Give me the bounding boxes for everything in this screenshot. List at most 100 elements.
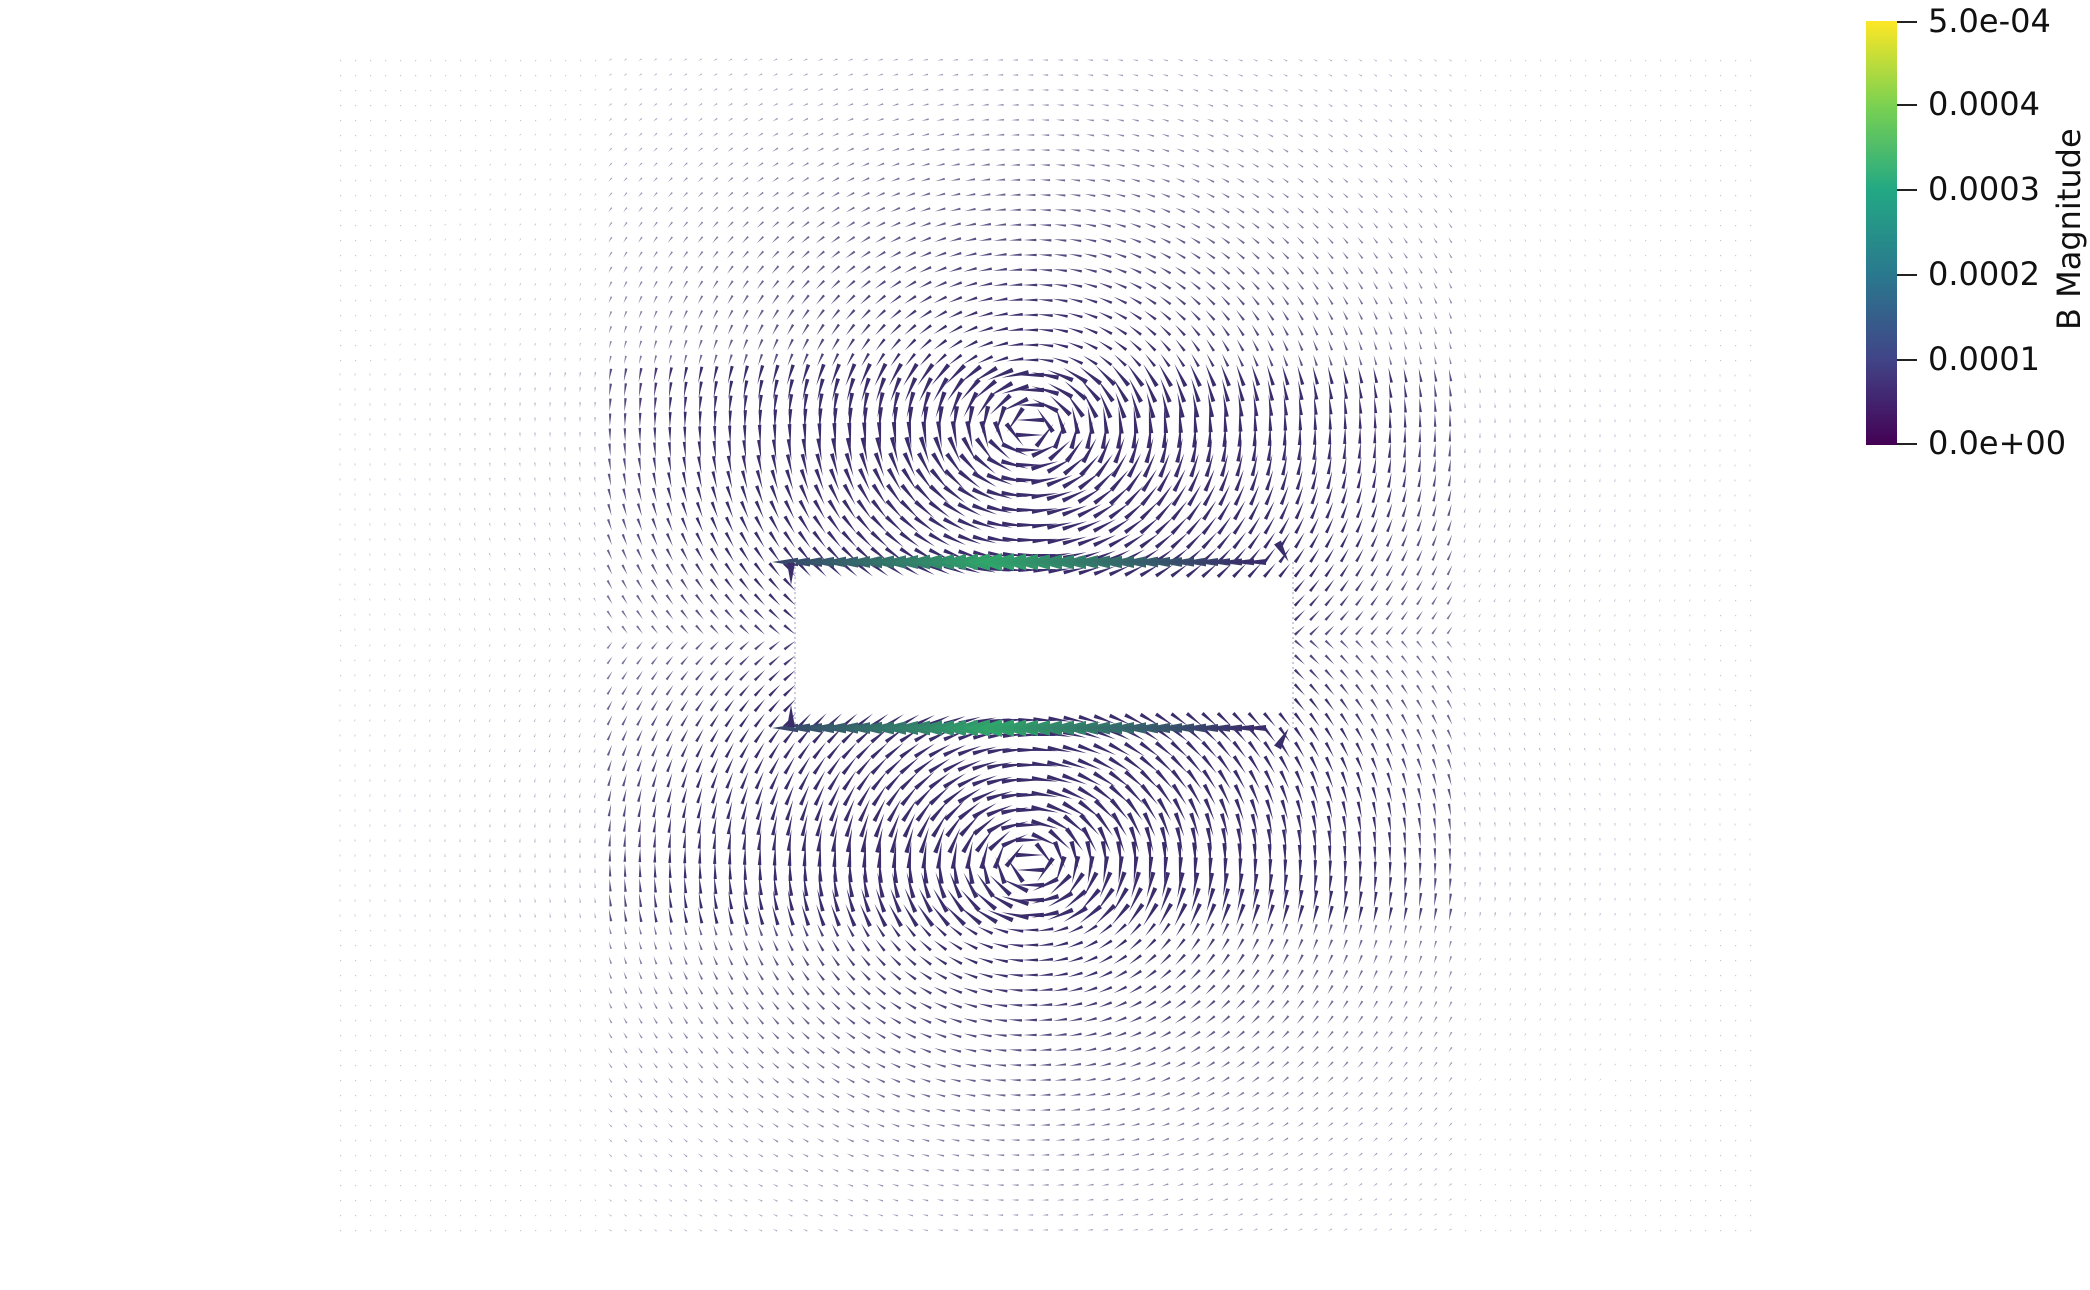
field-vector-glyph — [444, 838, 446, 842]
field-vector-glyph — [444, 343, 446, 347]
field-vector-glyph — [579, 342, 582, 347]
field-vector-glyph — [519, 268, 522, 272]
field-vector-glyph — [1749, 778, 1751, 782]
field-vector-glyph — [1569, 193, 1572, 197]
field-vector-glyph — [519, 208, 522, 212]
field-vector-glyph — [579, 357, 582, 362]
field-vector-glyph — [1644, 373, 1646, 377]
field-vector-glyph — [742, 132, 749, 137]
field-vector-glyph — [1463, 822, 1466, 828]
field-vector-glyph — [1309, 770, 1319, 789]
field-vector-glyph — [1340, 771, 1348, 788]
field-vector-glyph — [1062, 744, 1087, 754]
field-vector-glyph — [953, 856, 960, 885]
field-dot — [1675, 120, 1677, 122]
field-vector-glyph — [1313, 58, 1318, 62]
field-vector-glyph — [972, 454, 996, 474]
field-vector-glyph — [1357, 456, 1362, 474]
field-vector-glyph — [1749, 838, 1751, 842]
field-vector-glyph — [963, 872, 979, 899]
field-vector-glyph — [768, 577, 781, 592]
field-vector-glyph — [1568, 598, 1571, 602]
field-vector-glyph — [905, 147, 915, 152]
field-vector-glyph — [1749, 853, 1751, 857]
field-vector-glyph — [1643, 688, 1646, 692]
field-vector-glyph — [1643, 553, 1646, 557]
field-vector-glyph — [1328, 860, 1332, 880]
field-vector-glyph — [1155, 500, 1174, 521]
field-vector-glyph — [1464, 343, 1467, 348]
field-vector-glyph — [354, 373, 356, 377]
field-vector-glyph — [907, 73, 914, 76]
field-vector-glyph — [769, 771, 780, 790]
field-vector-glyph — [353, 658, 356, 662]
field-vector-glyph — [740, 470, 748, 490]
field-dot — [340, 225, 342, 227]
field-vector-glyph — [682, 221, 689, 228]
field-vector-glyph — [1248, 769, 1260, 790]
field-vector-glyph — [1614, 508, 1616, 512]
field-vector-glyph — [1268, 394, 1274, 416]
field-vector-glyph — [1403, 311, 1408, 320]
field-vector-glyph — [1431, 519, 1438, 532]
field-vector-glyph — [712, 309, 719, 320]
field-vector-glyph — [842, 784, 856, 807]
field-vector-glyph — [1387, 177, 1393, 183]
field-vector-glyph — [1026, 74, 1034, 76]
field-dot — [400, 210, 402, 212]
field-vector-glyph — [683, 861, 687, 879]
field-vector-glyph — [1388, 88, 1393, 92]
field-vector-glyph — [564, 133, 567, 137]
field-vector-glyph — [1417, 817, 1421, 832]
field-vector-glyph — [594, 103, 597, 106]
field-vector-glyph — [918, 295, 932, 304]
field-vector-glyph — [739, 640, 750, 651]
field-dot — [1750, 645, 1752, 647]
field-vector-glyph — [682, 441, 686, 459]
field-vector-glyph — [1061, 787, 1088, 801]
field-dot — [430, 150, 432, 152]
field-vector-glyph — [1154, 532, 1174, 549]
field-vector-glyph — [1170, 516, 1188, 535]
field-vector-glyph — [578, 702, 582, 708]
field-vector-glyph — [667, 280, 673, 289]
field-dot — [490, 60, 492, 62]
field-dot — [1600, 120, 1602, 122]
field-dot — [355, 210, 357, 212]
field-vector-glyph — [1583, 763, 1586, 767]
field-dot — [415, 165, 417, 167]
field-vector-glyph — [444, 328, 446, 332]
field-vector-glyph — [814, 799, 824, 822]
field-vector-glyph — [1749, 508, 1751, 512]
field-vector-glyph — [383, 673, 386, 677]
field-vector-glyph — [1002, 396, 1029, 412]
field-vector-glyph — [1448, 177, 1453, 183]
field-vector-glyph — [504, 852, 506, 858]
field-vector-glyph — [519, 193, 522, 197]
field-vector-glyph — [755, 470, 763, 490]
field-vector-glyph — [1644, 298, 1646, 302]
field-vector-glyph — [1419, 397, 1422, 413]
field-vector-glyph — [800, 814, 808, 837]
field-vector-glyph — [800, 453, 808, 476]
field-vector-glyph — [1216, 531, 1232, 550]
field-dot — [595, 60, 597, 62]
field-vector-glyph — [1357, 816, 1362, 834]
field-vector-glyph — [1174, 310, 1187, 321]
field-vector-glyph — [1402, 177, 1408, 183]
field-vector-glyph — [1523, 507, 1526, 513]
field-vector-glyph — [1674, 733, 1676, 737]
field-vector-glyph — [638, 340, 643, 350]
field-vector-glyph — [1011, 118, 1019, 121]
field-vector-glyph — [757, 162, 764, 168]
field-vector-glyph — [429, 508, 431, 512]
field-vector-glyph — [860, 236, 871, 243]
field-vector-glyph — [695, 684, 704, 697]
field-vector-glyph — [1388, 103, 1393, 107]
field-vector-glyph — [845, 294, 856, 305]
field-vector-glyph — [399, 553, 401, 557]
field-vector-glyph — [488, 748, 491, 753]
field-vector-glyph — [1568, 703, 1571, 707]
field-vector-glyph — [1734, 508, 1736, 512]
